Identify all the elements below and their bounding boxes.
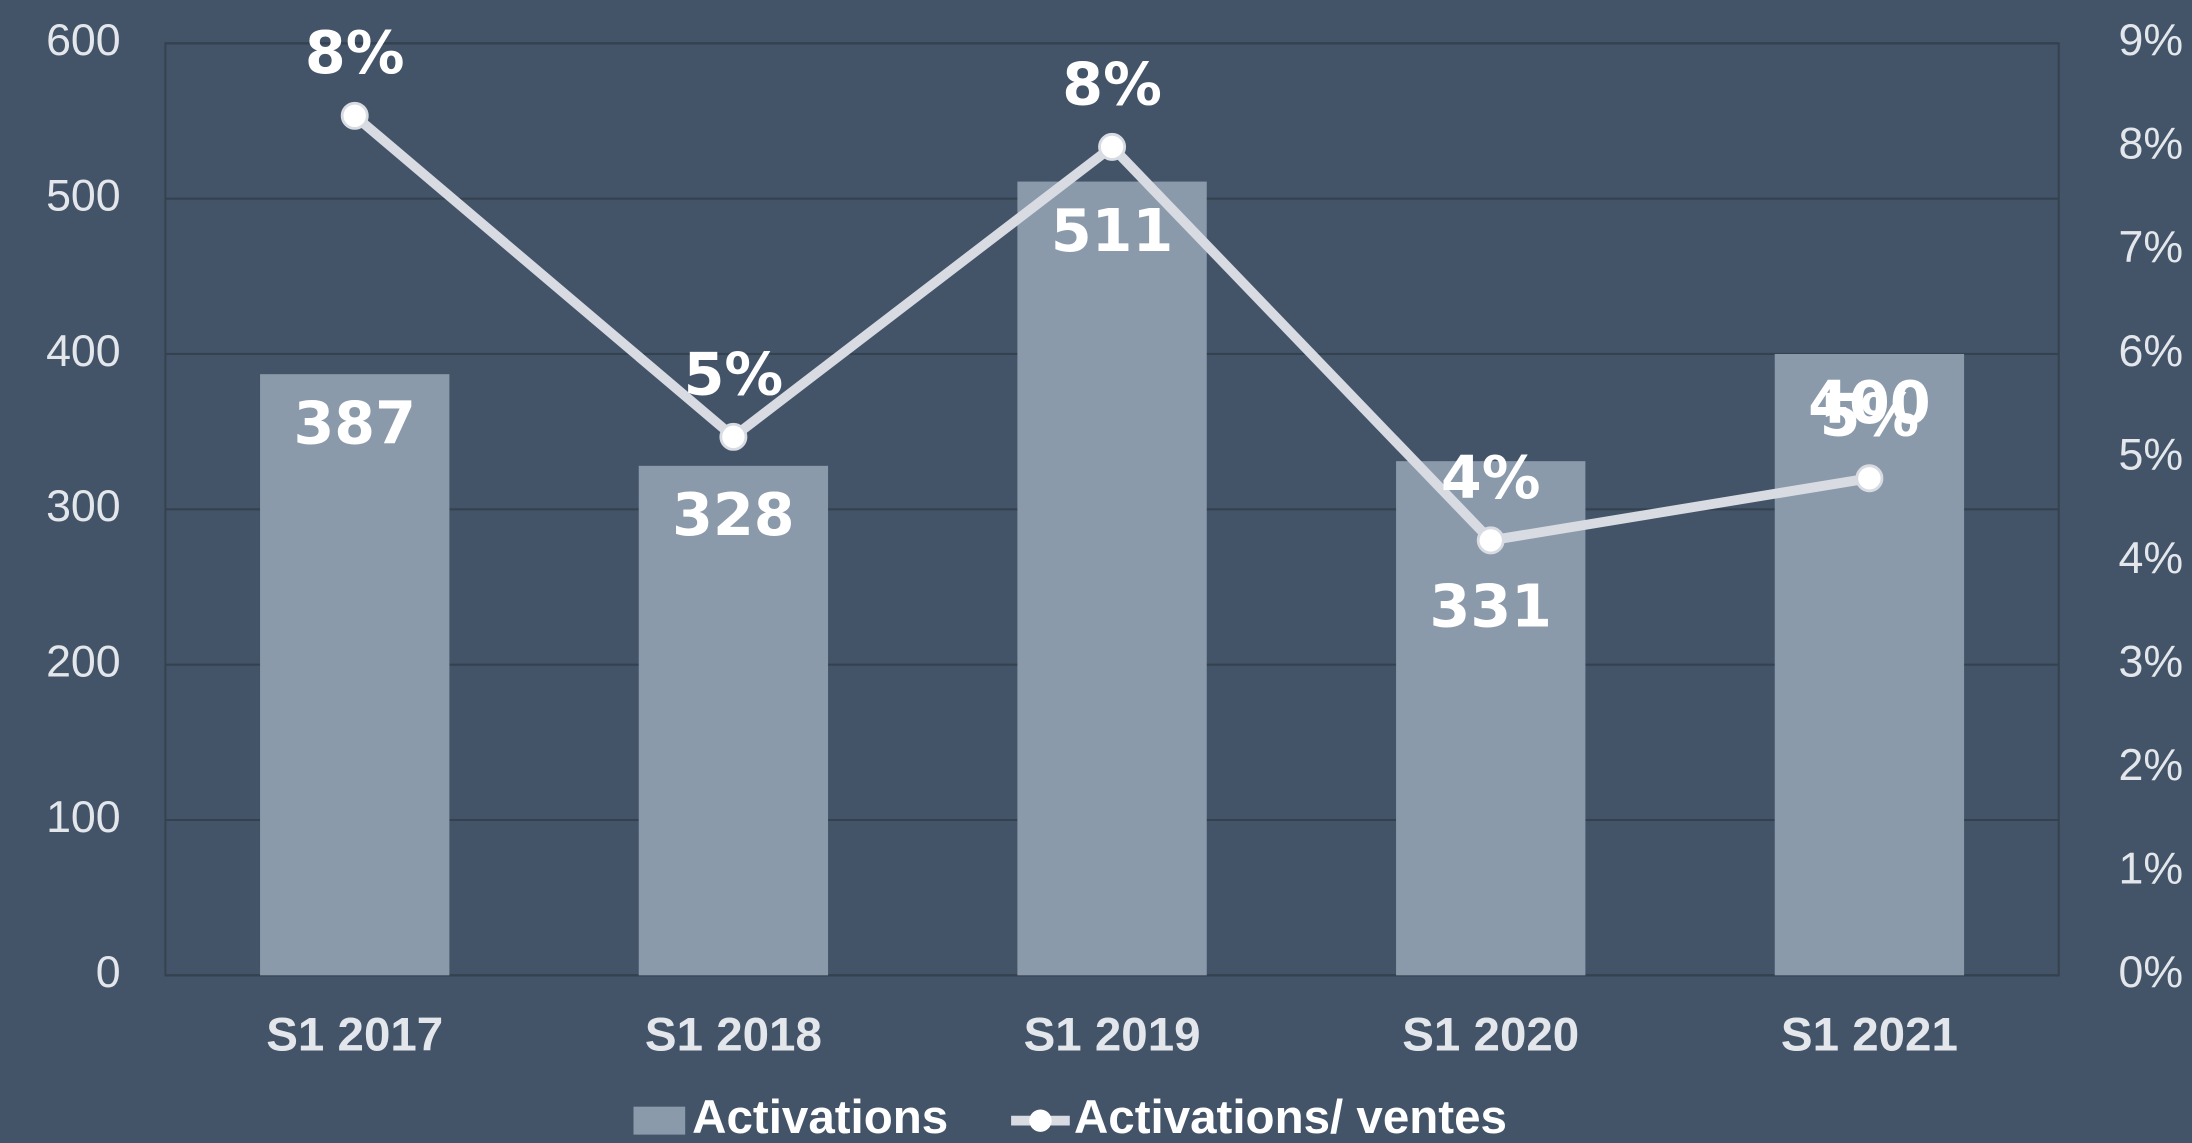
bar-value-label: 400: [1808, 369, 1930, 437]
legend-swatch: [633, 1106, 686, 1135]
line-point: [1476, 526, 1505, 555]
bar: [1017, 181, 1207, 976]
line-point: [340, 101, 369, 130]
y2-tick-label: 8%: [2118, 120, 2183, 169]
y2-tick-label: 0%: [2118, 948, 2183, 997]
bar: [260, 374, 450, 976]
line-value-label: 5%: [684, 340, 784, 408]
bar-value-label: 328: [672, 481, 794, 549]
bar: [638, 465, 829, 976]
x-tick-label: S1 2018: [645, 1009, 822, 1062]
line-point: [719, 422, 748, 451]
y-tick-label: 600: [46, 16, 121, 65]
y-tick-label: 400: [46, 327, 121, 376]
line-value-label: 5%: [1820, 382, 1920, 450]
line-value-label: 4%: [1441, 444, 1541, 512]
y2-tick-label: 2%: [2118, 741, 2183, 790]
y2-tick-label: 7%: [2118, 223, 2183, 272]
y-tick-label: 0: [96, 948, 121, 997]
y-tick-label: 300: [46, 482, 121, 531]
y2-tick-label: 5%: [2118, 430, 2183, 479]
y2-tick-label: 1%: [2118, 845, 2183, 894]
legend-label: Activations/ ventes: [1074, 1091, 1507, 1143]
legend-label: Activations: [692, 1091, 948, 1143]
y2-tick-label: 3%: [2118, 637, 2183, 686]
y2-tick-label: 6%: [2118, 327, 2183, 376]
y-tick-label: 200: [46, 637, 121, 686]
line-value-label: 8%: [1062, 50, 1162, 118]
x-tick-label: S1 2019: [1024, 1009, 1201, 1062]
x-tick-label: S1 2021: [1781, 1009, 1958, 1062]
y2-tick-label: 9%: [2118, 16, 2183, 65]
y-tick-label: 100: [46, 793, 121, 842]
bar-value-label: 511: [1051, 197, 1173, 265]
bar-value-label: 331: [1429, 572, 1551, 640]
y2-tick-label: 4%: [2118, 534, 2183, 583]
line-value-label: 8%: [305, 19, 405, 87]
x-tick-label: S1 2020: [1402, 1009, 1579, 1062]
bar-value-label: 387: [293, 389, 415, 457]
line-point: [1855, 464, 1884, 493]
y-tick-label: 500: [46, 171, 121, 220]
x-tick-label: S1 2017: [266, 1009, 443, 1062]
line-point: [1098, 132, 1127, 161]
bar: [1774, 353, 1965, 976]
legend-swatch-point: [1029, 1109, 1052, 1132]
